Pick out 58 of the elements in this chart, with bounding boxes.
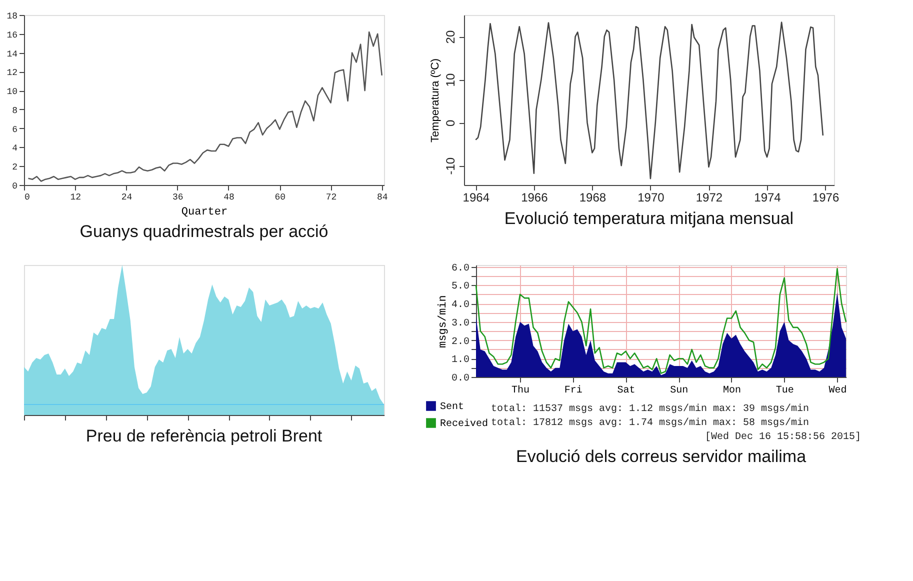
y-tick-label: 10: [444, 73, 458, 87]
x-tick-label: Tue: [776, 386, 794, 396]
x-tick-label: 1976: [812, 190, 840, 204]
x-tick-label: 48: [224, 192, 234, 202]
x-tick-label: Wed: [828, 384, 847, 396]
x-tick-label: 0: [24, 192, 30, 202]
x-tick-label: Sat: [617, 386, 636, 396]
x-tick-label: 60: [274, 192, 286, 202]
y-axis-title: msgs/min: [437, 295, 450, 348]
x-tick-label: Sun: [670, 386, 688, 396]
x-axis-title: Quarter: [181, 206, 228, 218]
text: Guanys quadrimestrals per acció: [80, 222, 328, 241]
legend-label: Sent: [440, 402, 464, 413]
y-tick-label: 2.0: [451, 336, 470, 348]
y-axis-title: Temperatura (ºC): [430, 58, 442, 143]
y-tick-label: 14: [6, 49, 18, 60]
x-tick-label: Mon: [722, 386, 741, 396]
x-tick-label: 1974: [754, 190, 782, 204]
y-tick-label: 12: [6, 68, 18, 78]
text: Preu de referència petroli Brent: [86, 426, 322, 446]
y-tick-label: 0.0: [451, 374, 470, 384]
line-series: [28, 31, 383, 182]
text: total: 11537 msgs avg: 1.12 msgs/min max: 39 msgs/min: [491, 403, 810, 415]
line-series: [475, 268, 847, 374]
y-tick-label: 6.0: [451, 263, 470, 274]
y-tick-label: 1.0: [451, 355, 470, 366]
y-tick-label: -10: [444, 157, 458, 175]
x-tick-label: 1970: [638, 190, 665, 204]
line-series: [475, 22, 824, 180]
x-tick-label: 12: [70, 192, 82, 202]
y-tick-label: 16: [6, 30, 18, 40]
text: [Wed Dec 16 15:58:56 2015]: [704, 431, 861, 443]
y-tick-label: 5.0: [451, 282, 470, 293]
y-tick-label: 20: [444, 30, 458, 44]
y-tick-label: 6: [12, 124, 18, 135]
x-tick-label: 1972: [696, 190, 723, 204]
y-tick-label: 4: [12, 144, 18, 154]
text: Evolució dels correus servidor mailima: [516, 447, 807, 466]
x-tick-label: 1964: [462, 190, 490, 204]
legend-label: Received: [440, 418, 488, 430]
x-tick-label: Fri: [564, 384, 582, 396]
y-tick-label: 2: [12, 162, 18, 173]
y-tick-label: 8: [12, 106, 18, 116]
text: Evolució temperatura mitjana mensual: [504, 209, 794, 228]
text: total: 17812 msgs avg: 1.74 msgs/min max: 58 msgs/min: [491, 417, 810, 429]
y-tick-label: 10: [6, 87, 18, 98]
y-tick-label: 4.0: [451, 300, 470, 312]
y-tick-label: 18: [6, 12, 18, 22]
x-tick-label: 24: [121, 192, 132, 202]
x-tick-label: 36: [172, 192, 184, 202]
x-tick-label: 1968: [579, 190, 606, 204]
y-tick-label: 0: [444, 119, 458, 126]
x-tick-label: 1966: [521, 190, 548, 204]
x-tick-label: 84: [376, 192, 388, 202]
x-tick-label: 72: [326, 192, 337, 202]
x-tick-label: Thu: [512, 384, 530, 396]
y-tick-label: 3.0: [451, 318, 470, 330]
y-tick-label: 0: [12, 182, 18, 192]
